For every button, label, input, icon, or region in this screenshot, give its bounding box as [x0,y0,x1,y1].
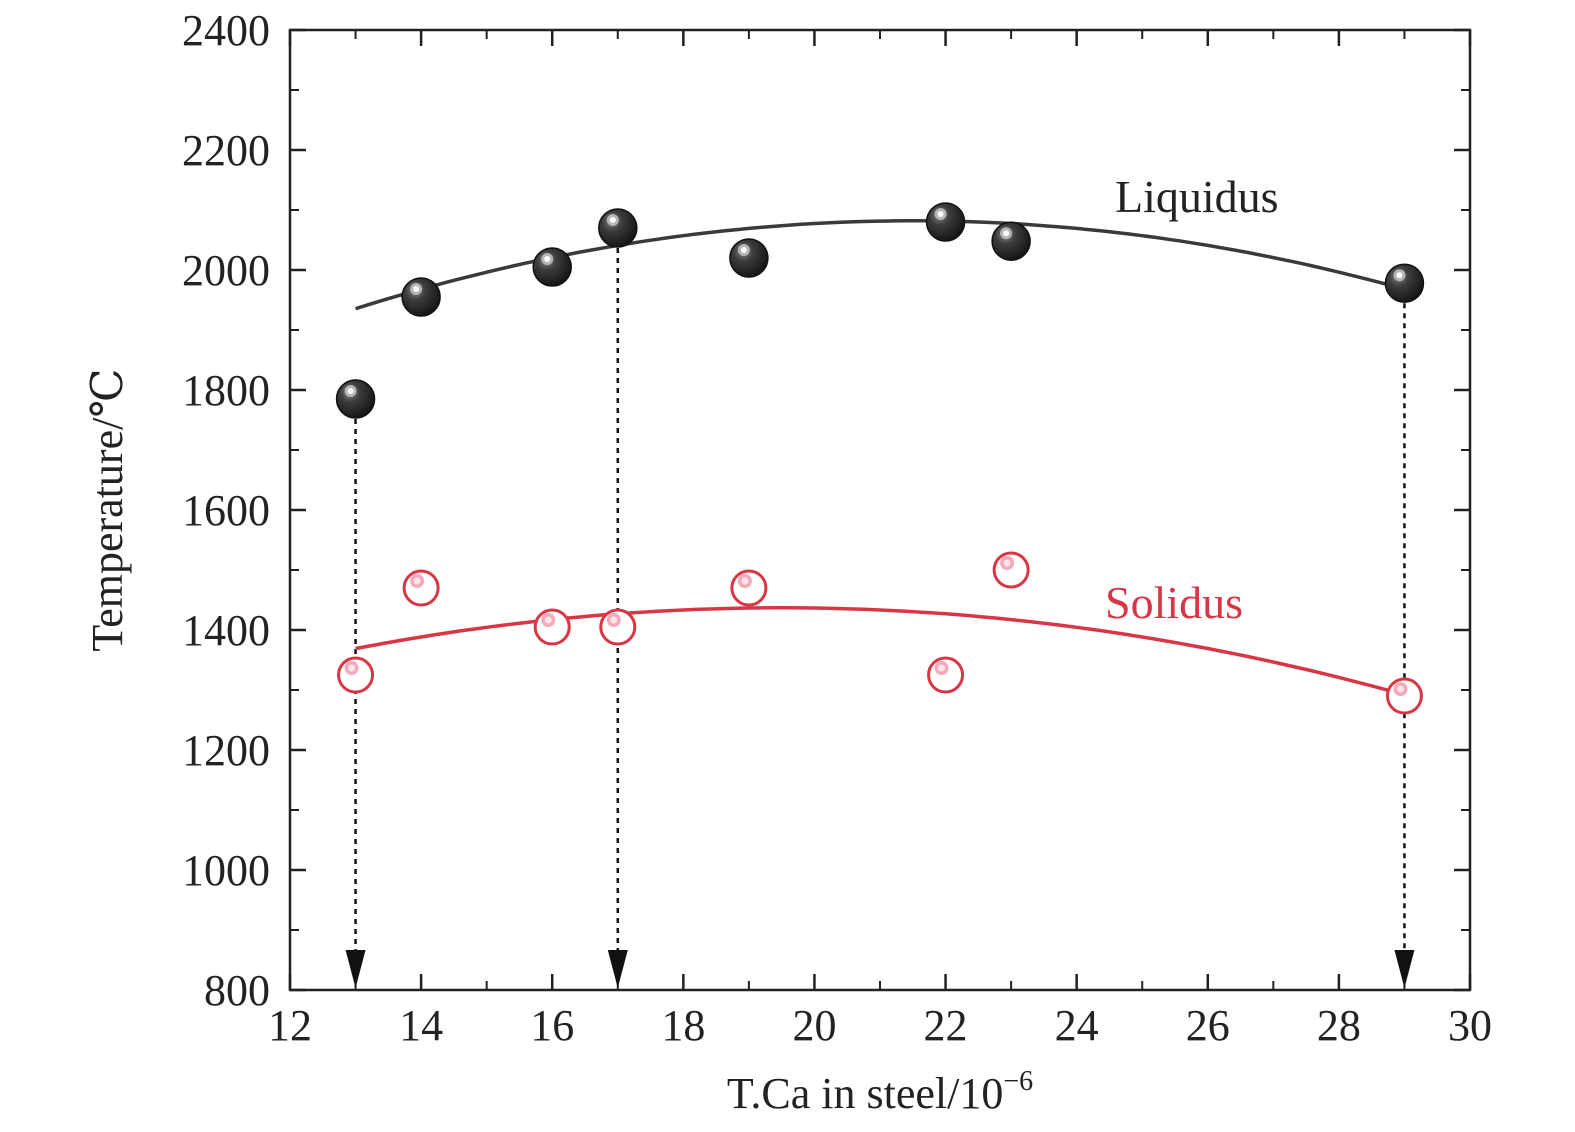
y-tick-label-1600: 1600 [182,486,270,535]
plot-area-border [288,28,1472,992]
y-axis-label: Temperature/℃ [83,368,132,651]
liquidus-point [401,277,441,317]
liquidus-point [925,202,966,242]
y-tick-label-1800: 1800 [182,366,270,415]
liquidus-point [729,238,769,278]
arrow-head-17 [607,950,628,988]
solidus-point [533,608,571,646]
dashed-arrows [345,248,1415,988]
x-tick-label-26: 26 [1186,1001,1230,1050]
solidus-point [402,569,440,607]
liquidus-point [1384,263,1425,303]
solidus-point [599,608,637,646]
y-tick-label-2200: 2200 [182,126,270,175]
curve-label-solidus: Solidus [1105,577,1243,628]
fit-curve-solidus [355,606,1405,697]
y-tick-label-800: 800 [204,966,270,1015]
x-tick-label-24: 24 [1055,1001,1099,1050]
x-tick-label-22: 22 [924,1001,968,1050]
arrow-head-29 [1394,950,1415,988]
x-axis-ticks: 12 14 16 18 20 22 24 26 28 30 [268,30,1492,1050]
solidus-point [927,656,965,694]
y-axis-ticks: 800 1000 1200 1400 1600 1800 2000 2200 2400 [182,6,1470,1015]
liquidus-point [532,247,572,287]
y-tick-label-2400: 2400 [182,6,270,55]
x-tick-label-16: 16 [530,1001,574,1050]
fit-curves [355,219,1405,697]
data-points [335,202,1425,715]
curve-label-liquidus: Liquidus [1115,171,1279,222]
solidus-point [992,551,1030,589]
x-axis-label: T.Ca in steel/10−6 [727,1066,1033,1118]
y-tick-label-1000: 1000 [182,846,270,895]
x-tick-label-14: 14 [399,1001,443,1050]
liquidus-point [598,208,638,248]
x-tick-label-30: 30 [1448,1001,1492,1050]
solidus-point [1385,677,1423,715]
curve-labels: Liquidus Solidus [1105,171,1279,628]
arrow-head-13 [345,950,366,988]
solidus-point [730,569,768,607]
fit-curve-liquidus [355,219,1405,311]
y-tick-label-1200: 1200 [182,726,270,775]
y-tick-label-2000: 2000 [182,246,270,295]
solidus-point [337,656,375,694]
liquidus-point [991,221,1031,261]
x-tick-label-20: 20 [792,1001,836,1050]
x-tick-label-18: 18 [661,1001,705,1050]
x-tick-label-28: 28 [1317,1001,1361,1050]
x-tick-label-12: 12 [268,1001,312,1050]
plot-frame [288,28,1472,992]
liquidus-point [335,379,376,419]
y-tick-label-1400: 1400 [182,606,270,655]
